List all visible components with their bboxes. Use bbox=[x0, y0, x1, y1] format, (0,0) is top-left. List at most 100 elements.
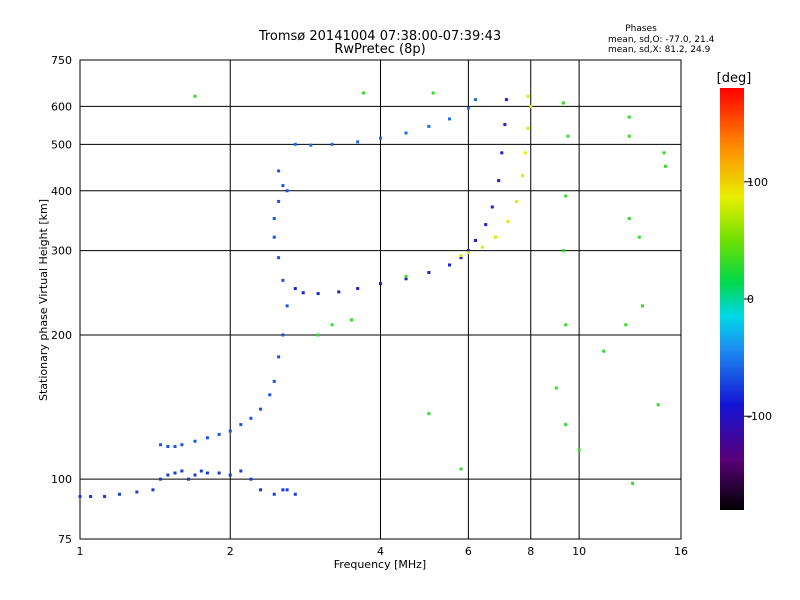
echo-point bbox=[379, 282, 382, 286]
x-tick-label: 1 bbox=[77, 545, 84, 558]
echo-point bbox=[217, 432, 221, 436]
x-tick-label: 4 bbox=[377, 545, 384, 558]
echo-point bbox=[173, 444, 177, 448]
echo-point bbox=[285, 189, 289, 193]
y-tick-label: 750 bbox=[51, 54, 72, 67]
x-axis-label: Frequency [MHz] bbox=[334, 558, 426, 571]
echo-point bbox=[259, 407, 263, 411]
y-tick-label: 600 bbox=[51, 100, 72, 113]
echo-point bbox=[448, 117, 452, 121]
echo-point bbox=[564, 323, 568, 327]
echo-point bbox=[228, 429, 232, 433]
echo-point bbox=[199, 469, 203, 473]
echo-point bbox=[187, 477, 191, 481]
echo-point bbox=[316, 333, 320, 337]
echo-point bbox=[624, 323, 628, 327]
echo-point bbox=[637, 235, 641, 239]
echo-point bbox=[362, 91, 366, 95]
echo-point bbox=[459, 467, 463, 471]
echo-point bbox=[504, 98, 508, 102]
echo-point bbox=[473, 98, 477, 102]
echo-point bbox=[506, 220, 510, 224]
echo-point bbox=[293, 492, 297, 496]
echo-point bbox=[520, 174, 524, 178]
phase-stats-heading: Phases bbox=[625, 24, 657, 34]
echo-point bbox=[554, 386, 558, 390]
echo-point bbox=[281, 488, 285, 492]
echo-point bbox=[316, 292, 320, 296]
echo-point bbox=[656, 403, 660, 407]
echo-point bbox=[459, 256, 463, 260]
y-tick-label: 400 bbox=[51, 185, 72, 198]
echo-point bbox=[404, 274, 408, 278]
echo-point bbox=[293, 287, 297, 291]
echo-point bbox=[272, 379, 276, 383]
echo-point bbox=[494, 235, 498, 239]
echo-point bbox=[277, 169, 281, 173]
chart-subtitle: RwPretec (8p) bbox=[334, 42, 425, 57]
echo-point bbox=[277, 355, 281, 359]
echo-point bbox=[631, 481, 635, 485]
echo-point bbox=[249, 416, 253, 420]
echo-point bbox=[662, 151, 666, 155]
echo-point bbox=[166, 473, 170, 477]
echo-point bbox=[272, 235, 276, 239]
echo-point bbox=[330, 323, 334, 327]
echo-point bbox=[135, 490, 139, 494]
echo-point bbox=[561, 249, 565, 253]
echo-point bbox=[277, 256, 281, 260]
echo-point bbox=[180, 443, 184, 447]
gridlines bbox=[80, 60, 681, 539]
echo-point bbox=[602, 349, 606, 353]
echo-point bbox=[515, 199, 519, 203]
echo-point bbox=[523, 151, 527, 155]
echo-point bbox=[193, 94, 197, 98]
echo-point bbox=[466, 106, 470, 110]
echo-point bbox=[500, 151, 504, 155]
x-tick-label: 8 bbox=[527, 545, 534, 558]
echo-point bbox=[281, 184, 285, 188]
echo-point bbox=[526, 126, 530, 130]
echo-point bbox=[577, 448, 581, 452]
echo-point bbox=[627, 217, 631, 221]
echo-point bbox=[205, 471, 209, 475]
echo-point bbox=[285, 304, 289, 308]
echo-point bbox=[337, 290, 341, 294]
echo-point bbox=[427, 271, 431, 275]
echo-point bbox=[427, 412, 431, 416]
echo-point bbox=[404, 277, 408, 281]
echo-point bbox=[301, 291, 305, 295]
echo-point bbox=[564, 423, 568, 427]
echo-point bbox=[627, 134, 631, 138]
echo-point bbox=[431, 91, 435, 95]
axis-ticks: 1 2 4 6 8 10 16 75 100 200 300 400 500 600 750 bbox=[51, 54, 688, 558]
echo-point bbox=[151, 488, 155, 492]
echo-point bbox=[404, 131, 408, 135]
echo-point bbox=[293, 142, 297, 146]
echo-point bbox=[277, 199, 281, 203]
echo-point bbox=[473, 238, 477, 242]
chart-title: Tromsø 20141004 07:38:00-07:39:43 bbox=[258, 29, 501, 44]
echo-point bbox=[193, 473, 197, 477]
plot-area: 1 2 4 6 8 10 16 75 100 200 300 400 500 600 750 bbox=[51, 54, 688, 558]
echo-point bbox=[379, 136, 382, 140]
echo-point bbox=[356, 140, 360, 144]
echo-point bbox=[526, 94, 530, 98]
echo-point bbox=[561, 101, 565, 105]
x-tick-label: 10 bbox=[572, 545, 586, 558]
echo-point bbox=[484, 223, 488, 227]
echo-point bbox=[356, 287, 360, 291]
echo-point bbox=[159, 477, 163, 481]
x-tick-label: 16 bbox=[674, 545, 688, 558]
echo-point bbox=[159, 443, 163, 447]
phase-stats-o: mean, sd,O: -77.0, 21.4 bbox=[608, 35, 715, 45]
echo-point bbox=[480, 245, 484, 249]
echo-point bbox=[180, 469, 184, 473]
echo-point bbox=[427, 124, 431, 128]
echo-point bbox=[217, 471, 221, 475]
echo-point bbox=[281, 333, 285, 337]
colorbar-tick-label: -100 bbox=[747, 410, 772, 423]
echo-point bbox=[281, 278, 285, 282]
echo-point bbox=[459, 254, 463, 258]
